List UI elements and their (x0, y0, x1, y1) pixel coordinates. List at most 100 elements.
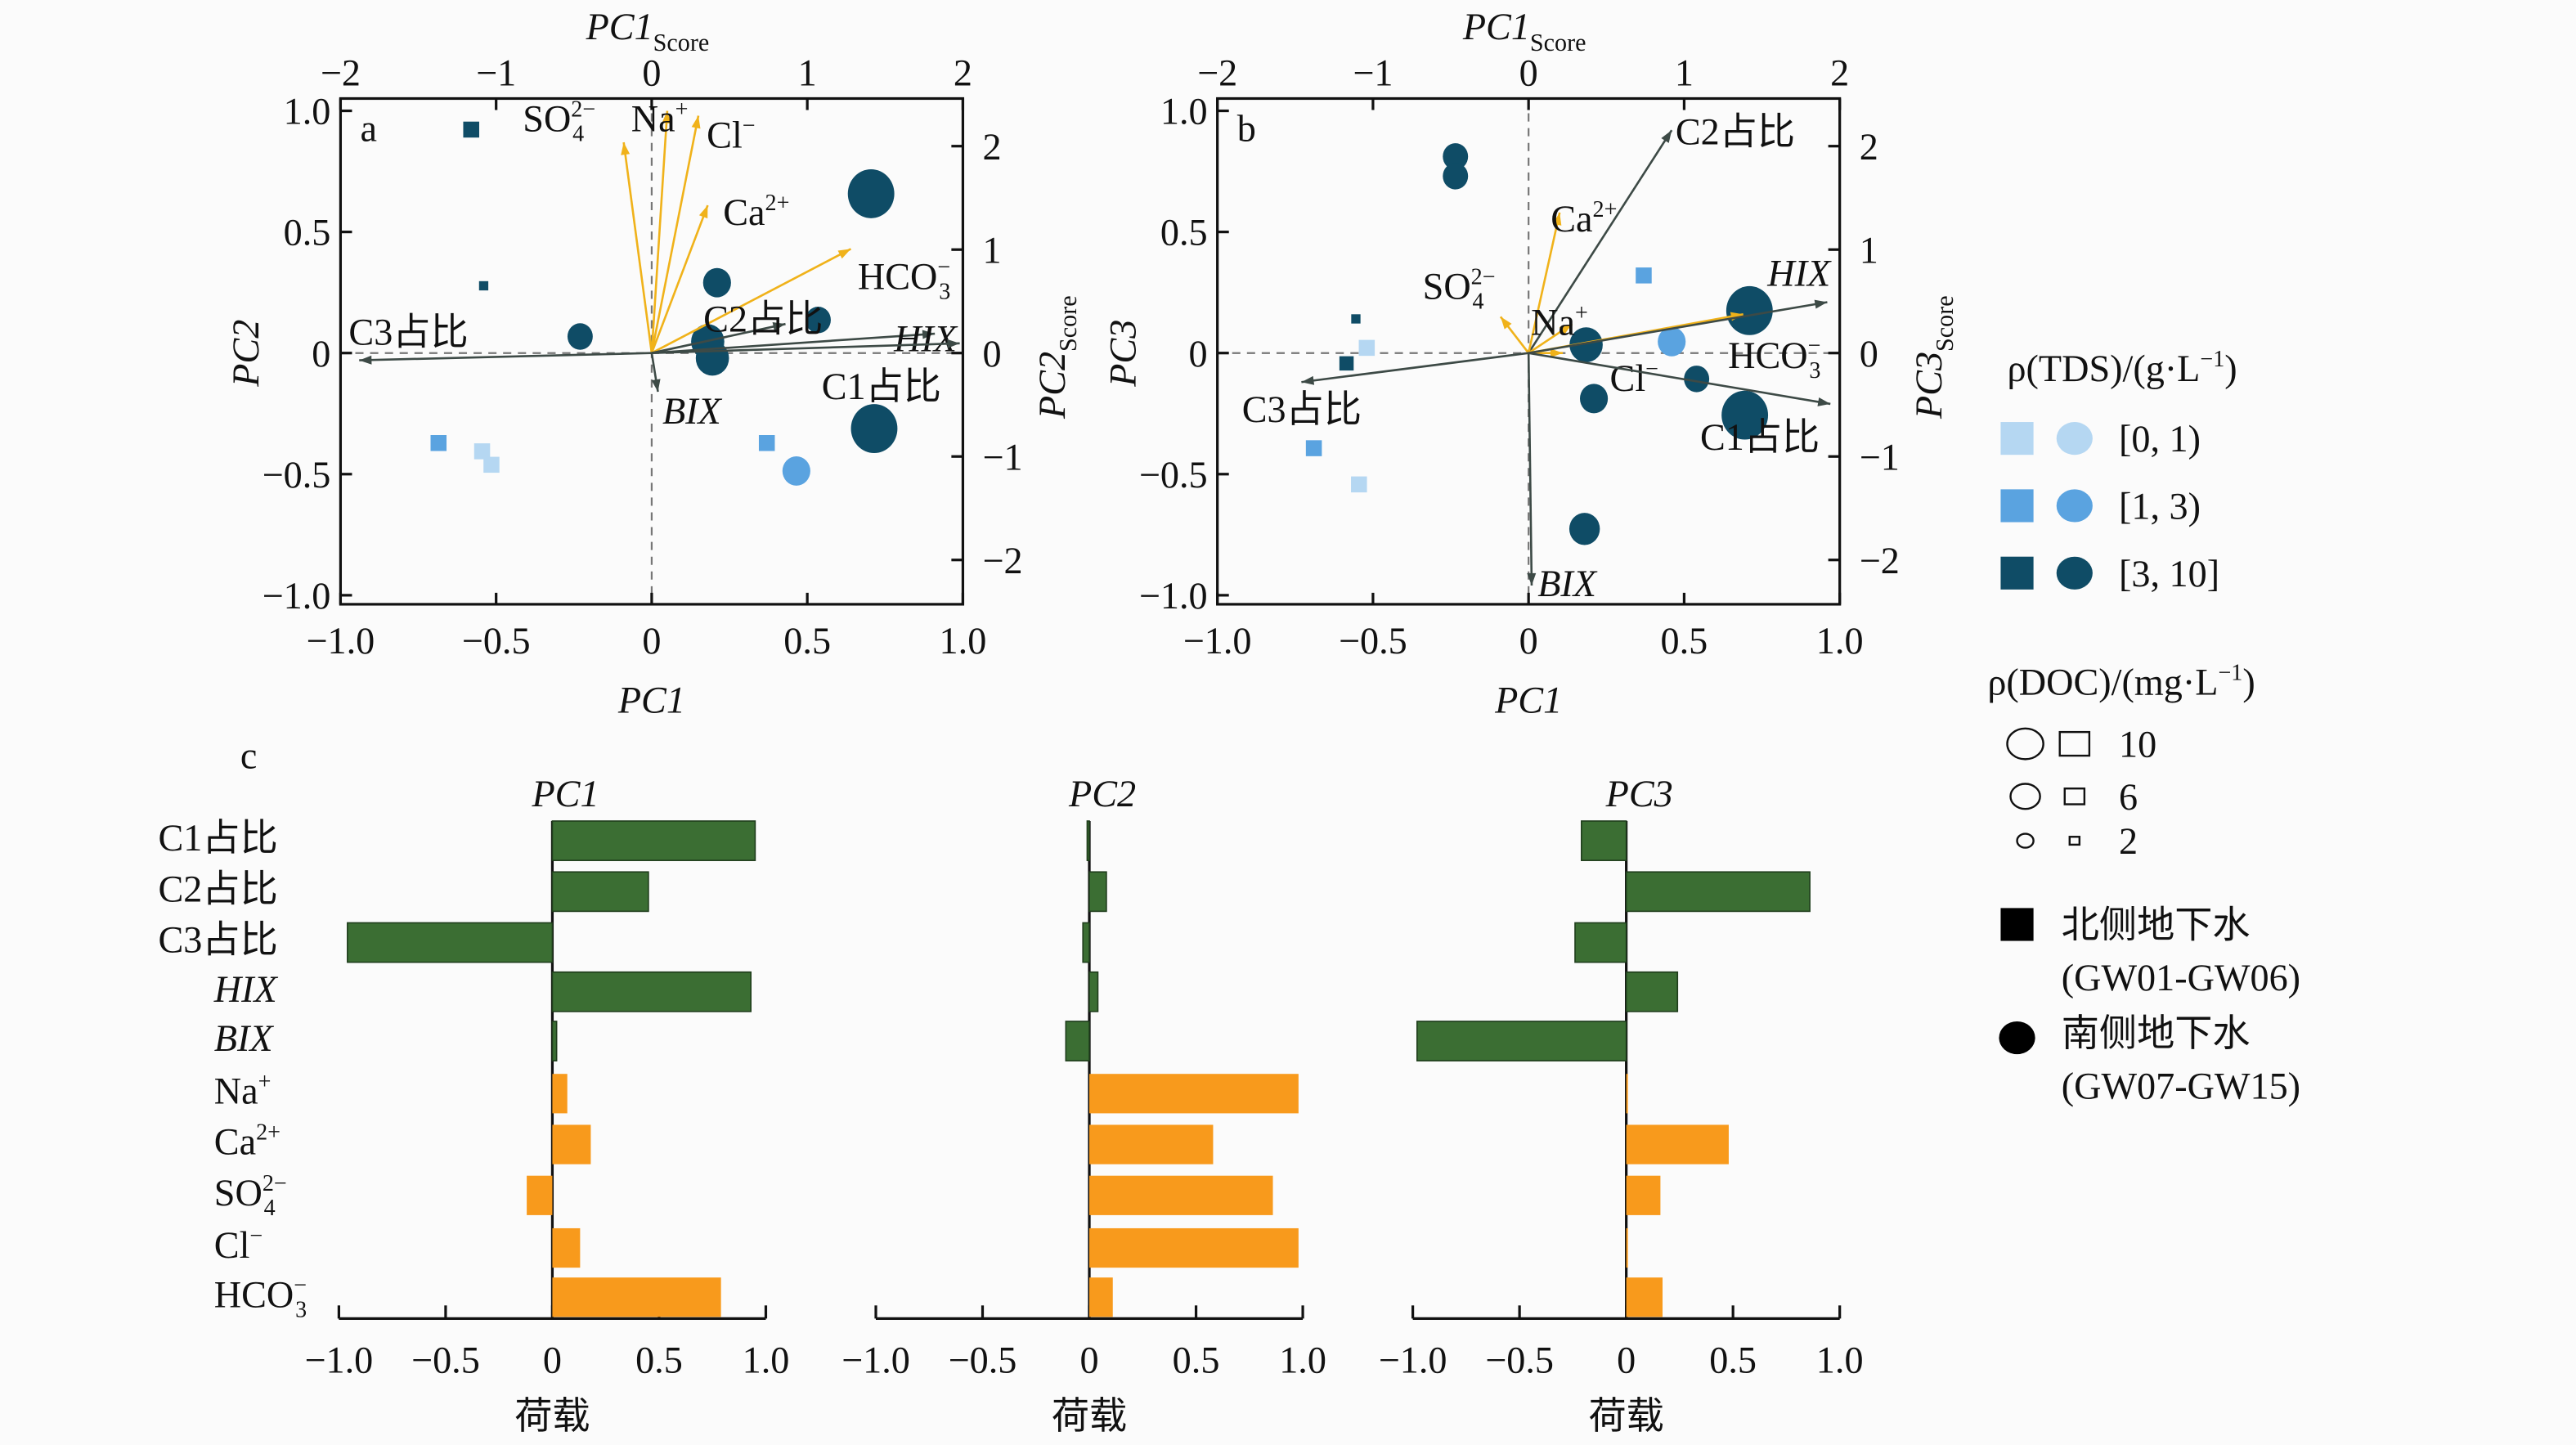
tds-legend-title-sup: −1 (2200, 347, 2224, 372)
category-label-base: C3占比 (159, 919, 278, 961)
loading-label-sub: 3 (1809, 358, 1820, 384)
doc-circle-size (2009, 783, 2041, 810)
right-tick-label: 2 (1860, 126, 1878, 168)
doc-circle-size (2006, 727, 2044, 761)
top-tick-label: −2 (1197, 52, 1237, 93)
category-label-sub: 3 (295, 1297, 307, 1322)
tds-square-swatch (2000, 489, 2034, 523)
y-axis-label: PC2 (225, 320, 267, 388)
loading-label-base: BIX (662, 390, 723, 432)
loading-label: Ca2+ (1551, 197, 1617, 240)
loading-arrow (651, 248, 852, 354)
loading-label-sup: 2+ (765, 191, 790, 216)
arrowhead-icon (947, 339, 960, 348)
category-label-sup: − (249, 1223, 263, 1249)
score-point-square (1358, 339, 1376, 357)
tds-circle-swatch (2056, 556, 2093, 590)
loading-bar (551, 1021, 558, 1061)
score-point-circle (1569, 327, 1603, 362)
x-axis-label: PC1 (1494, 679, 1562, 720)
tds-class-label: [1, 3) (2119, 486, 2201, 527)
score-point-circle (1658, 326, 1686, 357)
score-point-square (473, 443, 491, 460)
category-label: Cl− (214, 1223, 263, 1266)
right-axis-label: PC3Score (1908, 295, 1959, 420)
loading-arrow (650, 204, 709, 354)
doc-square-size (2063, 788, 2086, 806)
y-tick-label: −1.0 (1139, 575, 1208, 617)
arrowhead-icon (698, 205, 708, 219)
x-tick-label: −0.5 (1339, 620, 1407, 662)
category-label-sup: 2− (263, 1171, 287, 1196)
arrowhead-icon (922, 330, 936, 339)
x-tick-label: −1.0 (1379, 1340, 1447, 1381)
doc-legend-title: ρ(DOC)/(mg·L−1) (1987, 660, 2255, 702)
x-tick-label: 0 (1079, 1340, 1098, 1381)
loading-label-base: Cl (707, 114, 743, 156)
loading-label-sup: − (1808, 334, 1821, 359)
loading-label-sub: 4 (572, 122, 584, 147)
category-label: C3占比 (159, 919, 278, 961)
tds-legend-title-base: ρ(TDS)/(g·L (2007, 348, 2200, 389)
tds-circle-swatch (2056, 489, 2093, 523)
x-tick-label: 0 (642, 620, 661, 662)
loading-label: C1占比 (1700, 416, 1820, 458)
score-point-circle (1568, 513, 1600, 545)
loading-label: SO2− 4 (1423, 264, 1496, 314)
loading-label: Cl− (1610, 357, 1658, 399)
loading-label-base: SO (523, 98, 571, 140)
loading-arrow (651, 342, 960, 355)
score-point-square (483, 456, 500, 473)
panel-a-biplot: −1.0 −0.5 0 0.5 1.0−2 −1 0 1 21.00.50−0.5−1.0210… (225, 6, 1082, 720)
arrowhead-icon (1552, 212, 1562, 226)
y-axis-label: PC3 (1102, 320, 1143, 388)
score-point-circle (1443, 163, 1469, 190)
loading-arrow (1528, 129, 1673, 354)
loading-label-base: C2占比 (1676, 111, 1795, 153)
x-tick-label: 1.0 (1816, 620, 1864, 662)
right-axis-label-base: PC2 (1031, 352, 1073, 420)
category-label: HCO− 3 (214, 1272, 307, 1322)
loading-label-base: HIX (1766, 252, 1832, 294)
top-tick-label: −2 (321, 52, 361, 93)
loading-bar (1625, 871, 1811, 913)
loading-label-base: C3占比 (1242, 388, 1362, 430)
category-label: HIX (213, 968, 279, 1010)
arrowhead-icon (1814, 299, 1828, 309)
x-tick-label: 1.0 (1816, 1340, 1864, 1381)
loading-arrow (1301, 352, 1529, 384)
loading-label: C2占比 (703, 298, 823, 340)
loading-label-sub: 4 (1472, 289, 1483, 314)
arrowhead-icon (1301, 375, 1315, 385)
top-axis-label-sub: Score (653, 29, 710, 56)
x-tick-label: −1.0 (1183, 620, 1252, 662)
score-point-square (1636, 267, 1652, 284)
top-tick-label: 2 (1830, 52, 1849, 93)
arrowhead-icon (691, 115, 701, 129)
north-square-icon (2000, 908, 2034, 941)
score-point-circle (850, 404, 898, 453)
x-tick-label: 0.5 (783, 620, 831, 662)
loading-bar (552, 1124, 591, 1165)
doc-legend-title-tail: ) (2242, 661, 2255, 702)
loading-arrow (359, 352, 652, 361)
loading-bar (1086, 820, 1090, 861)
arrowhead-icon (1817, 397, 1831, 406)
score-point-circle (1726, 285, 1773, 335)
tds-legend-title: ρ(TDS)/(g·L−1) (2007, 347, 2237, 389)
panel-label: b (1237, 108, 1256, 150)
category-label-base: C1占比 (159, 817, 278, 859)
doc-legend-title-sup: −1 (2218, 660, 2242, 685)
loading-arrow (650, 115, 700, 353)
top-axis-label: PC1Score (586, 6, 710, 56)
category-label: Na+ (214, 1069, 272, 1111)
x-tick-label: 1.0 (743, 1340, 790, 1381)
tds-square-swatch (2000, 556, 2034, 590)
arrowhead-icon (651, 379, 661, 393)
right-tick-label: 0 (1860, 333, 1878, 375)
score-point-square (758, 435, 775, 451)
right-tick-label: 0 (983, 333, 1002, 375)
right-tick-label: 1 (983, 229, 1002, 271)
loading-label: Na+ (1531, 301, 1588, 343)
top-axis-label: PC1Score (1462, 6, 1586, 56)
